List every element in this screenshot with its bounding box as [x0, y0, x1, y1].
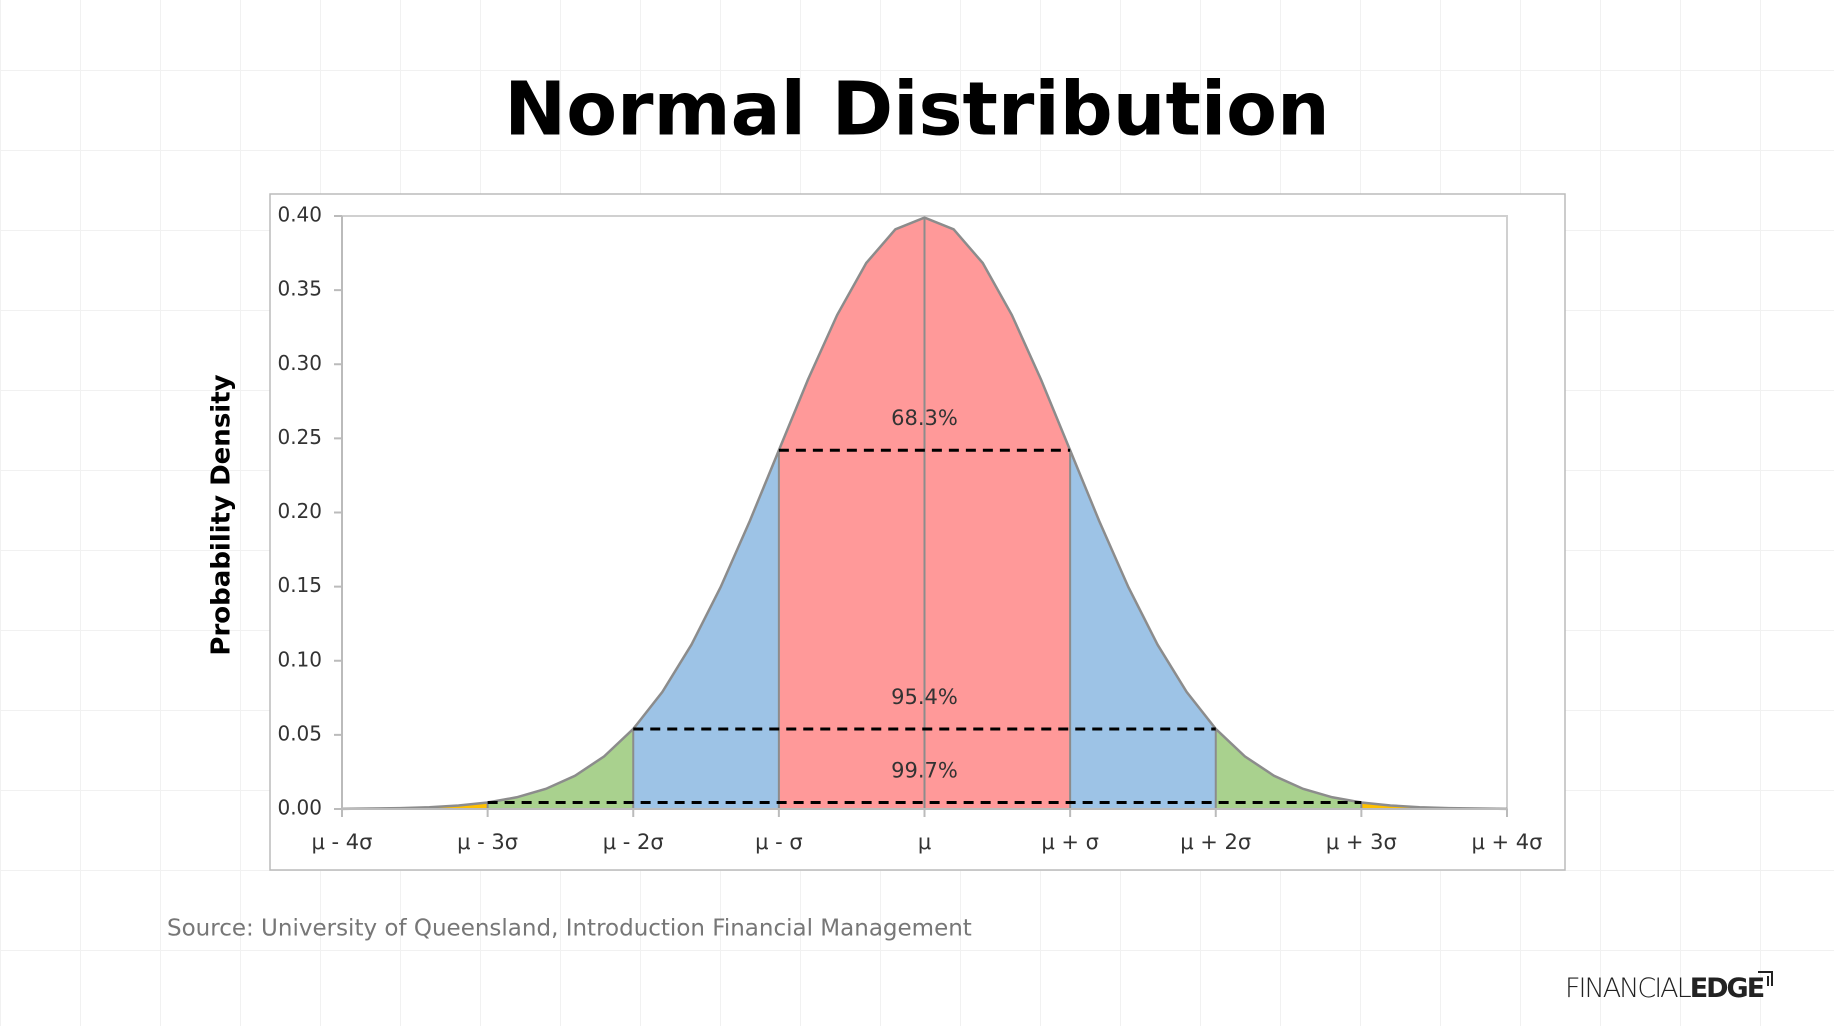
y-tick-label: 0.05: [277, 721, 322, 745]
x-tick-label: μ + σ: [1041, 830, 1099, 854]
x-tick-label: μ - 4σ: [312, 830, 373, 854]
curve: [341, 216, 1508, 811]
x-tick-label: μ + 3σ: [1326, 830, 1397, 854]
y-tick-label: 0.15: [277, 573, 322, 597]
y-axis-label: Probability Density: [207, 374, 237, 655]
chart-title: Normal Distribution: [504, 67, 1329, 153]
area-region: [1361, 802, 1507, 809]
y-tick-label: 0.20: [277, 499, 322, 523]
y-tick-label: 0.25: [277, 425, 322, 449]
interval-label: 99.7%: [891, 758, 958, 782]
y-tick-label: 0.00: [277, 796, 322, 820]
area-region: [487, 728, 634, 809]
logo-bold: EDGE: [1690, 973, 1764, 1004]
x-tick-label: μ: [918, 830, 931, 854]
x-tick-label: μ - 3σ: [457, 830, 518, 854]
x-tick-label: μ - σ: [755, 830, 803, 854]
y-tick-label: 0.40: [277, 203, 322, 227]
logo-mark: [1758, 971, 1773, 986]
logo: FINANCIALEDGE: [1565, 973, 1764, 1004]
interval-label: 68.3%: [891, 406, 958, 430]
area-region: [1215, 728, 1362, 809]
area-region: [342, 802, 488, 809]
source-note: Source: University of Queensland, Introd…: [167, 916, 972, 942]
x-tick-label: μ - 2σ: [603, 830, 664, 854]
x-tick-label: μ + 4σ: [1472, 830, 1543, 854]
y-tick-label: 0.35: [277, 277, 322, 301]
y-tick-label: 0.10: [277, 647, 322, 671]
interval-label: 95.4%: [891, 685, 958, 709]
y-tick-label: 0.30: [277, 351, 322, 375]
logo-light: FINANCIAL: [1565, 973, 1692, 1004]
x-tick-label: μ + 2σ: [1180, 830, 1251, 854]
